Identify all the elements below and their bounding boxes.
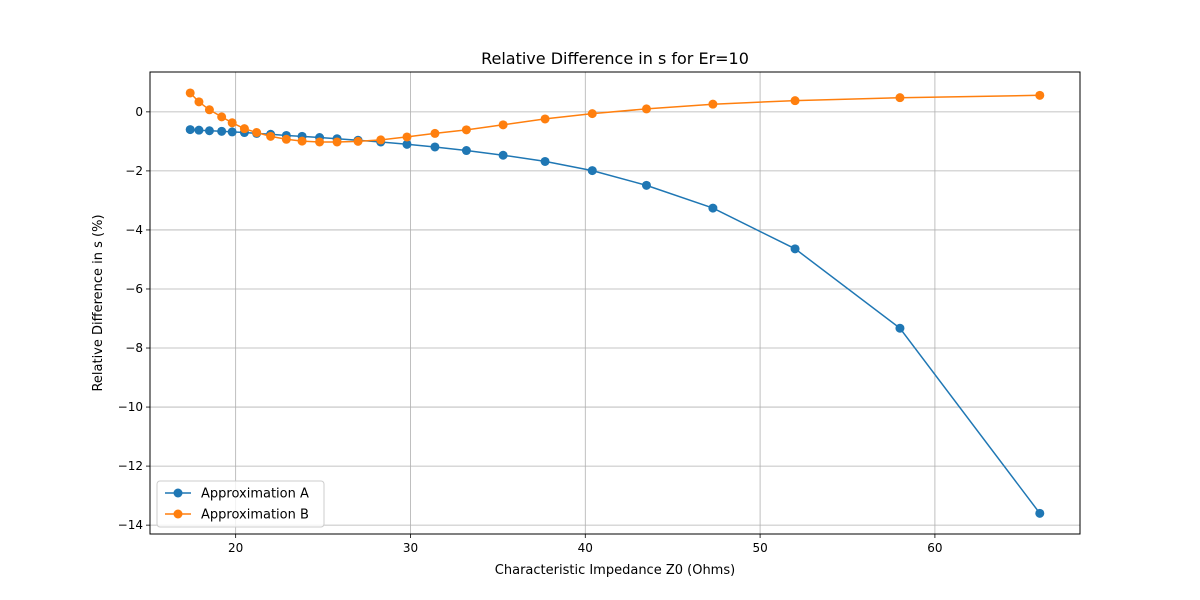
data-point-approximation-a [641,180,651,190]
x-tick-label: 60 [927,541,942,555]
data-point-approximation-a [587,166,597,176]
data-point-approximation-a [708,203,718,213]
x-tick-label: 40 [578,541,593,555]
series-approximation-b [185,88,1045,147]
data-point-approximation-a [430,142,440,152]
x-ticks: 20 30 40 50 60 [228,534,943,555]
data-point-approximation-b [217,112,227,122]
data-point-approximation-a [194,125,204,135]
data-point-approximation-b [708,99,718,109]
y-tick-label: 0 [135,105,143,119]
data-point-approximation-a [498,150,508,160]
data-point-approximation-a [185,125,195,135]
x-axis-label: Characteristic Impedance Z0 (Ohms) [495,563,735,578]
data-point-approximation-b [498,120,508,130]
legend-label-approximation-b: Approximation B [201,508,309,523]
data-point-approximation-b [540,114,550,124]
data-point-approximation-b [790,96,800,106]
data-point-approximation-a [204,126,214,136]
data-point-approximation-b [185,88,195,98]
data-point-approximation-b [332,137,342,147]
legend: Approximation A Approximation B [156,480,325,528]
y-tick-label: −6 [125,282,143,296]
y-tick-label: −10 [118,400,143,414]
data-point-approximation-a [402,139,412,149]
data-point-approximation-b [1035,90,1045,100]
data-point-approximation-b [402,132,412,142]
data-point-approximation-b [204,105,214,115]
data-point-approximation-b [297,136,307,146]
data-point-approximation-b [376,135,386,145]
data-point-approximation-a [1035,508,1045,518]
y-ticks: 0 −2 −4 −6 −8 −10 −12 −14 [118,105,150,532]
y-tick-label: −12 [118,459,143,473]
y-tick-label: −4 [125,223,143,237]
data-point-approximation-b [281,134,291,144]
data-point-approximation-a [540,156,550,166]
data-point-approximation-a [461,146,471,156]
series-line-approximation-a [190,128,1041,514]
data-point-approximation-b [430,128,440,138]
data-point-approximation-b [461,125,471,135]
data-point-approximation-b [641,104,651,114]
data-point-approximation-a [895,323,905,333]
chart-title: Relative Difference in s for Er=10 [481,49,749,68]
y-tick-label: −2 [125,164,143,178]
legend-box [156,480,325,528]
data-point-approximation-b [194,97,204,107]
data-point-approximation-a [790,244,800,254]
data-point-approximation-a [217,126,227,136]
x-tick-label: 50 [752,541,767,555]
legend-label-approximation-a: Approximation A [201,487,309,502]
data-point-approximation-b [252,128,262,138]
data-point-approximation-b [315,137,325,147]
y-tick-label: −8 [125,341,143,355]
data-point-approximation-b [353,136,363,146]
legend-marker-approximation-b [173,509,183,519]
x-tick-label: 20 [228,541,243,555]
data-point-approximation-b [587,109,597,119]
plot-frame [149,71,1081,535]
series-approximation-a [185,125,1045,518]
data-point-approximation-a [227,127,237,137]
data-point-approximation-b [227,118,237,128]
y-axis-label: Relative Difference in s (%) [91,214,106,391]
data-point-approximation-b [239,124,249,134]
series-layer [185,88,1045,518]
data-point-approximation-b [266,131,276,141]
legend-marker-approximation-a [173,488,183,498]
data-point-approximation-b [895,93,905,103]
x-tick-label: 30 [403,541,418,555]
y-tick-label: −14 [118,518,143,532]
